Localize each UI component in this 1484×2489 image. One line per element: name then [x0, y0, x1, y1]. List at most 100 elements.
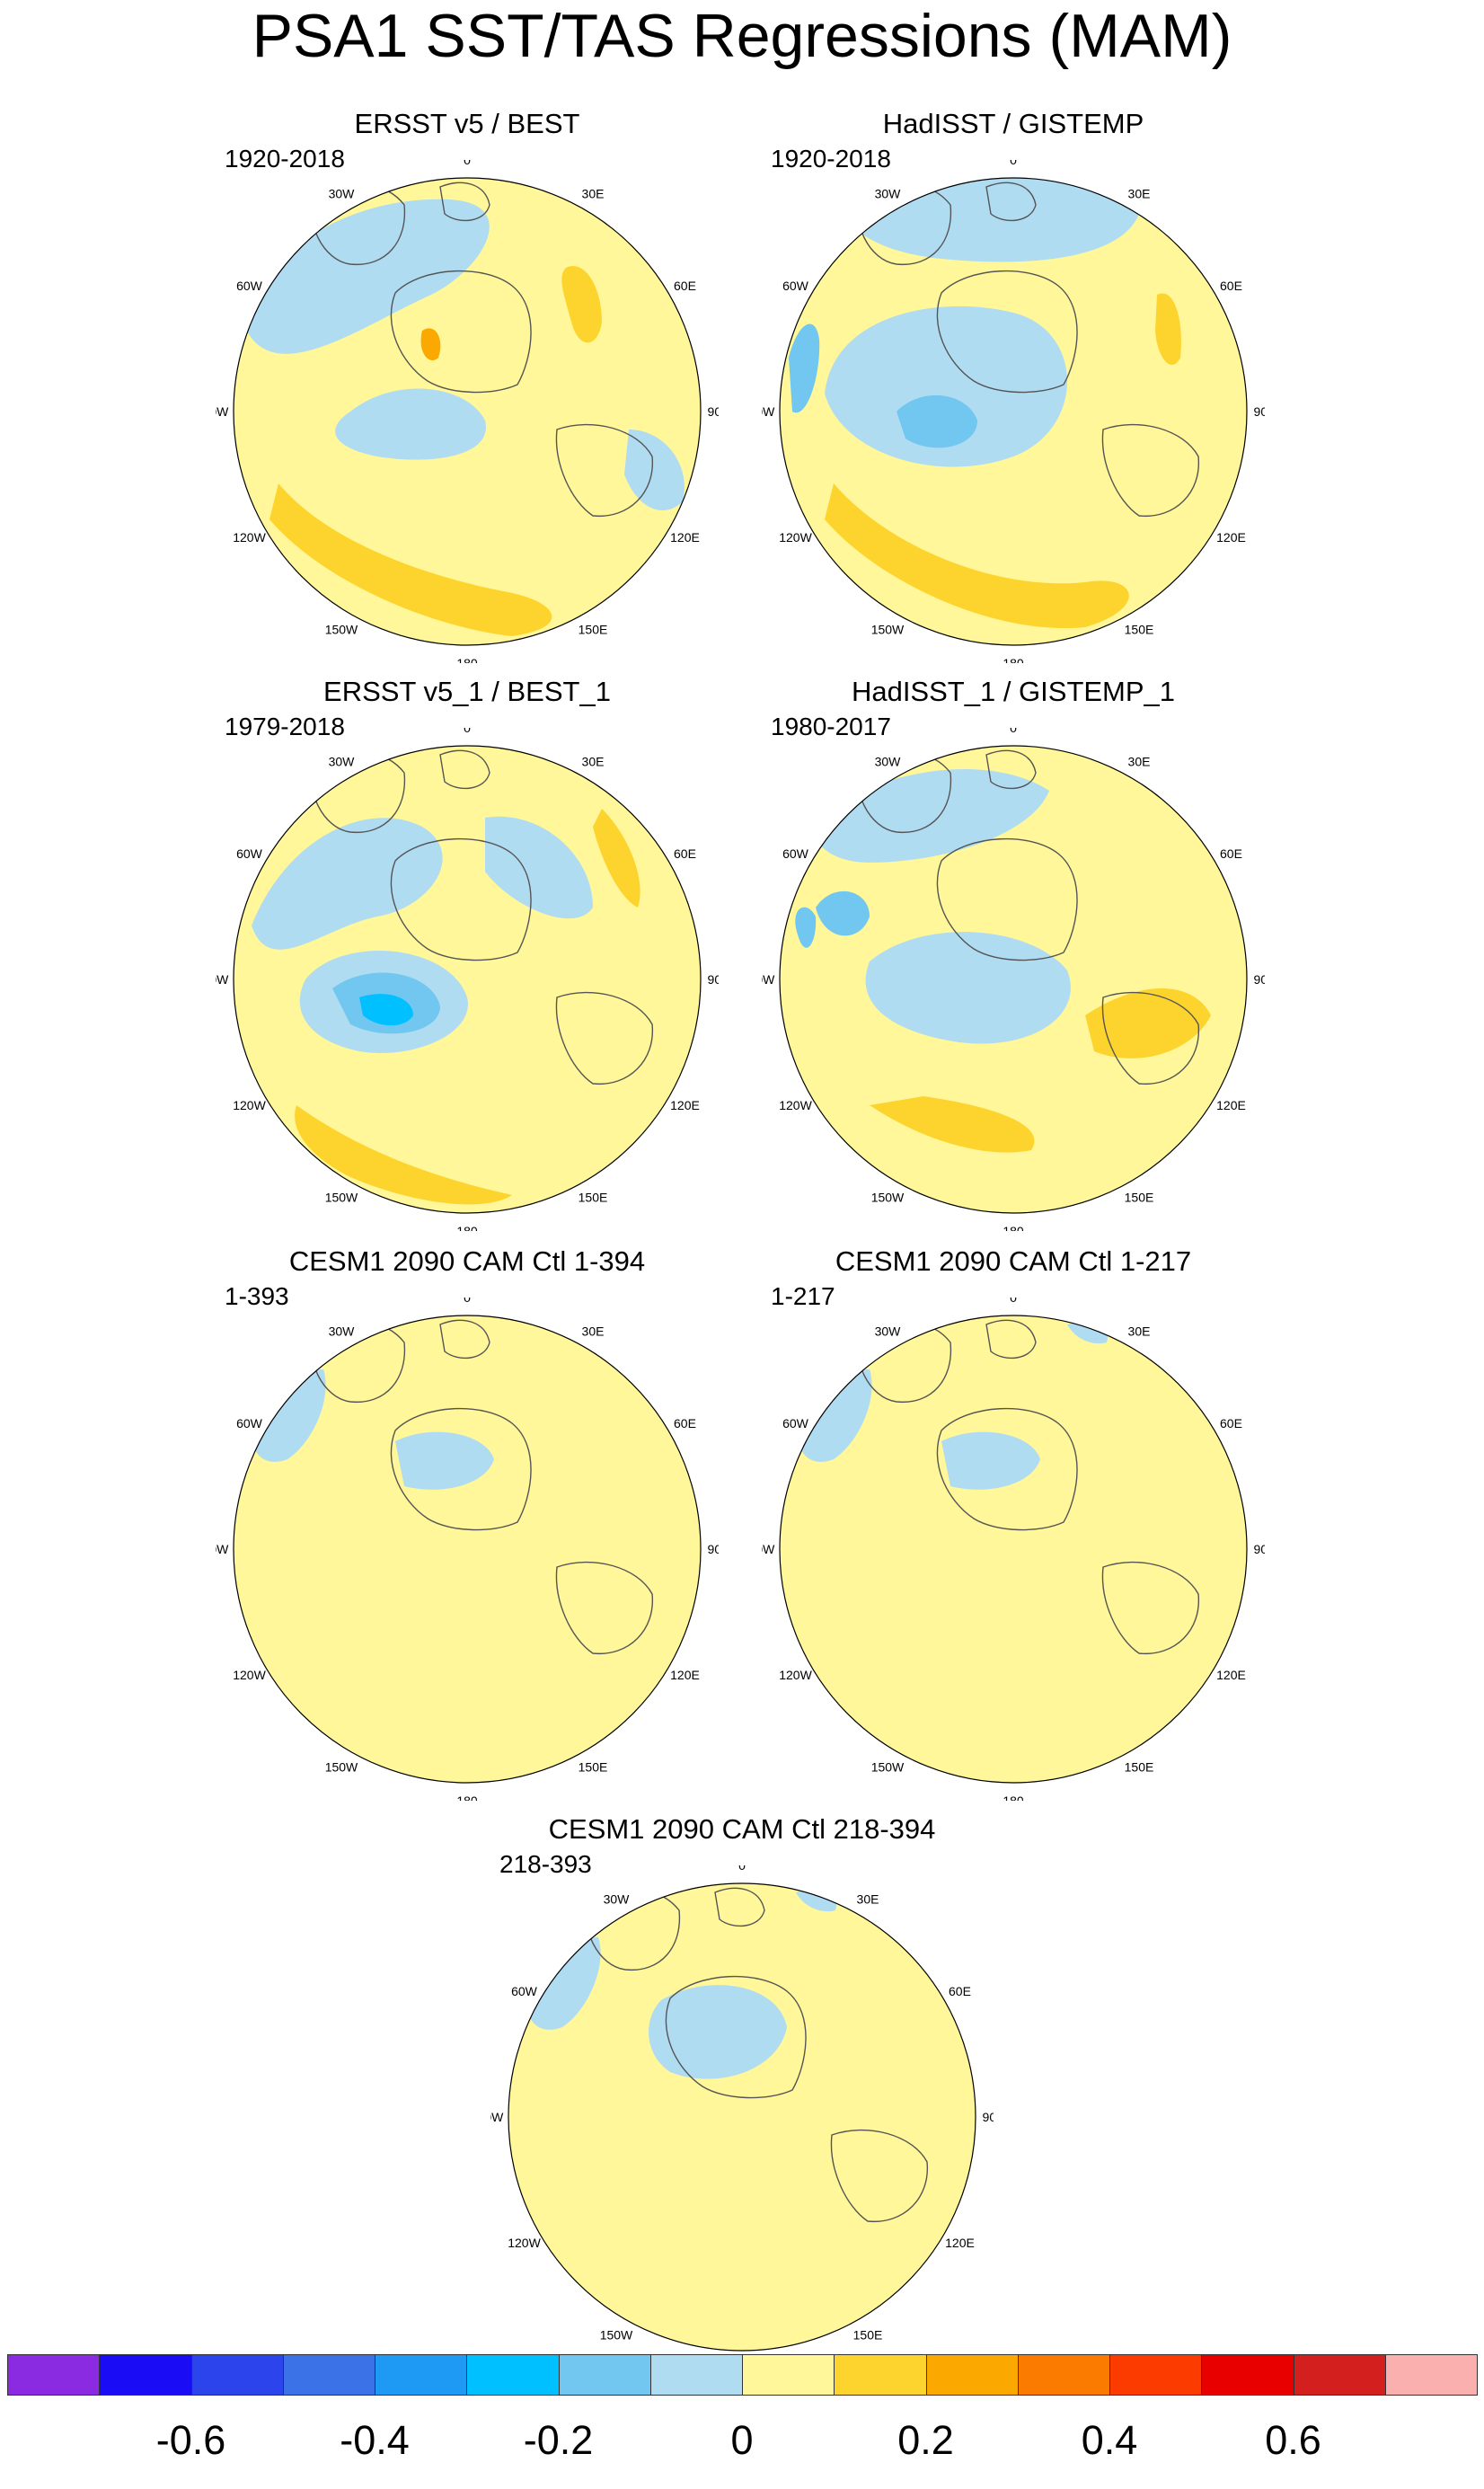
contour-region [295, 1105, 512, 1205]
contour-region [798, 1369, 872, 1462]
map-panel: HadISST_1 / GISTEMP_1 1980-2017 0 30E 60E 9… [762, 674, 1265, 1231]
map-panel: CESM1 2090 CAM Ctl 218-394 218-393 0 30E 6… [490, 1811, 994, 2369]
longitude-label: 90W [762, 1542, 775, 1556]
longitude-label: 150W [871, 1759, 905, 1774]
longitude-label: 90W [762, 972, 775, 987]
longitude-label: 150W [871, 1190, 905, 1204]
longitude-label: 180 [1003, 1224, 1024, 1231]
coastline [439, 749, 490, 790]
polar-map: 030E60E90E120E150E180150W120W90W60W30W [490, 1865, 994, 2369]
coastline [555, 1561, 654, 1655]
contour-region [485, 816, 593, 919]
longitude-label: 30W [604, 1892, 631, 1907]
contour-region [252, 1369, 326, 1462]
map-boundary [233, 1315, 702, 1784]
longitude-label: 30E [582, 1324, 605, 1339]
map-panel: ERSST v5 / BEST 1920-2018 0 30E 60E 90E 120E… [216, 106, 719, 663]
longitude-label: 120W [779, 1098, 812, 1112]
longitude-label: 60E [949, 1984, 971, 1998]
contour-region [649, 1985, 787, 2079]
longitude-label: 120W [233, 530, 266, 545]
colorbar-tick-label: 0.4 [1081, 2417, 1138, 2463]
longitude-label: 60W [236, 846, 263, 861]
longitude-label: 30E [1128, 755, 1151, 769]
coastline [1101, 423, 1200, 518]
longitude-label: 60W [782, 846, 809, 861]
contour-region [1155, 293, 1181, 366]
panel-title: ERSST v5_1 / BEST_1 [323, 676, 611, 707]
polar-map: 030E60E90E120E150E180150W120W90W60W30W [762, 728, 1265, 1231]
coastline [936, 837, 1078, 961]
polar-map: 030E60E90E120E150E180150W120W90W60W30W [762, 1298, 1265, 1801]
polar-map: 030E60E90E120E150E180150W120W90W60W30W [216, 1298, 719, 1801]
longitude-label: 0 [464, 728, 471, 735]
longitude-label: 150E [1125, 1759, 1154, 1774]
coastline [665, 1975, 807, 2099]
longitude-label: 30W [875, 755, 902, 769]
colorbar-segment [1109, 2354, 1203, 2396]
map-boundary [779, 177, 1248, 646]
contour-region [269, 483, 552, 636]
map-panel: ERSST v5_1 / BEST_1 1979-2018 0 30E 60E 90E… [216, 674, 719, 1231]
colorbar-tick-label: -0.6 [155, 2417, 226, 2463]
colorbar-segment [649, 2354, 743, 2396]
contour-region [335, 388, 486, 460]
colorbar-segment [7, 2354, 101, 2396]
longitude-label: 90E [1254, 404, 1265, 419]
contour-region [897, 394, 977, 448]
longitude-label: 180 [456, 1794, 478, 1801]
panel-title: CESM1 2090 CAM Ctl 1-217 [835, 1245, 1192, 1277]
longitude-label: 30E [582, 755, 605, 769]
longitude-label: 120W [233, 1098, 266, 1112]
contour-region [941, 1431, 1040, 1490]
longitude-label: 60W [236, 1416, 263, 1431]
longitude-label: 120E [1216, 530, 1246, 545]
colorbar-tick-label: 0.2 [897, 2417, 954, 2463]
coastline [555, 423, 654, 518]
longitude-label: 150W [871, 622, 905, 636]
coastline [390, 837, 532, 961]
map-panel: HadISST / GISTEMP 1920-2018 0 30E 60E 90E 12… [762, 106, 1265, 663]
period-label: 1980-2017 [771, 713, 891, 740]
figure-title: PSA1 SST/TAS Regressions (MAM) [252, 2, 1232, 70]
contour-region [243, 199, 490, 354]
longitude-label: 120E [1216, 1668, 1246, 1682]
map-boundary [233, 745, 702, 1214]
longitude-label: 150E [1125, 1190, 1154, 1204]
longitude-label: 30W [329, 187, 356, 201]
longitude-label: 90W [216, 972, 229, 987]
longitude-label: 0 [738, 1865, 746, 1873]
contour-region [593, 809, 640, 908]
longitude-label: 60E [674, 1416, 696, 1431]
longitude-label: 90E [1254, 1542, 1265, 1556]
panel-title: CESM1 2090 CAM Ctl 1-394 [288, 1245, 646, 1277]
map-boundary [508, 1882, 976, 2352]
longitude-label: 90W [216, 1542, 229, 1556]
contour-region [234, 1315, 701, 1783]
contour-region [1085, 988, 1211, 1058]
contour-region [359, 994, 413, 1026]
contour-region [825, 306, 1067, 467]
longitude-label: 60E [1220, 1416, 1242, 1431]
map-boundary [233, 177, 702, 646]
period-label: 1920-2018 [771, 145, 891, 173]
polar-map: 030E60E90E120E150E180150W120W90W60W30W [762, 160, 1265, 663]
coastline [555, 991, 654, 1085]
longitude-label: 150E [579, 1190, 608, 1204]
longitude-label: 60W [782, 1416, 809, 1431]
longitude-label: 180 [1003, 656, 1024, 663]
longitude-label: 150E [1125, 622, 1154, 636]
longitude-label: 0 [1010, 160, 1017, 167]
longitude-label: 150E [579, 1759, 608, 1774]
panel-title: ERSST v5 / BEST [354, 108, 580, 139]
coastline [714, 1887, 765, 1927]
colorbar-tick-label: -0.4 [340, 2417, 410, 2463]
longitude-label: 0 [1010, 1298, 1017, 1305]
coastline [1101, 1561, 1200, 1655]
longitude-label: 30W [875, 1324, 902, 1339]
contour-region [395, 1431, 494, 1490]
colorbar-segment [99, 2354, 192, 2396]
longitude-label: 150W [325, 1190, 358, 1204]
longitude-label: 0 [1010, 728, 1017, 735]
contour-region [789, 323, 820, 413]
